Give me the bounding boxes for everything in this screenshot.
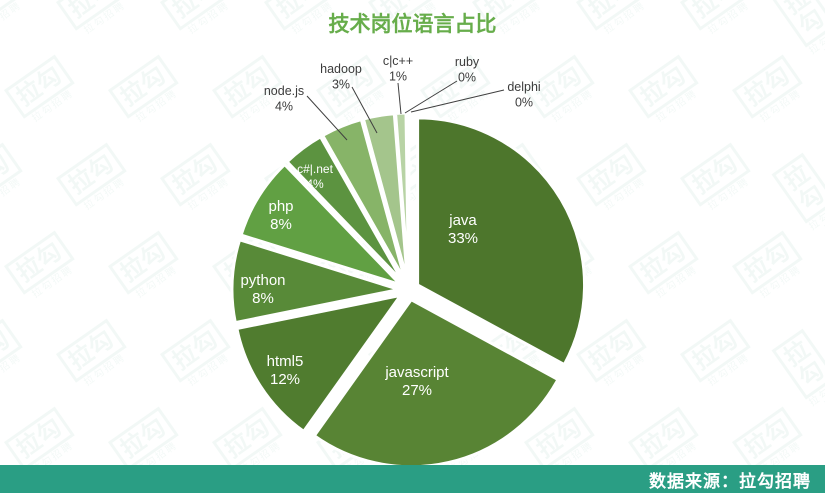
pie-label-java-percent: 33% bbox=[448, 230, 478, 247]
pie-slice-php bbox=[239, 163, 402, 287]
pie-label-java-name: java bbox=[448, 212, 477, 229]
pie-label-delphi-name: delphi bbox=[507, 80, 540, 94]
pie-label-php-percent: 8% bbox=[270, 216, 292, 233]
pie-label-python-percent: 8% bbox=[252, 290, 274, 307]
pie-label-hadoop-percent: 3% bbox=[332, 78, 350, 92]
leader-line-hadoop bbox=[351, 86, 378, 134]
pie-label-ruby-name: ruby bbox=[455, 55, 480, 69]
pie-slice-delphi bbox=[406, 111, 411, 282]
source-bar: 数据来源：拉勾招聘 bbox=[0, 465, 825, 493]
pie-label-html5-name: html5 bbox=[267, 353, 304, 370]
chart-title: 技术岗位语言占比 bbox=[328, 13, 497, 36]
pie-label-delphi-percent: 0% bbox=[515, 96, 533, 110]
pie-label-c#|.net-name: c#|.net bbox=[297, 162, 333, 176]
pie-slice-python bbox=[230, 238, 401, 325]
pie-slice-java bbox=[416, 116, 587, 367]
pie-slice-c#|.net bbox=[285, 135, 405, 284]
pie-label-hadoop-name: hadoop bbox=[320, 62, 362, 76]
pie-slice-javascript bbox=[312, 298, 560, 469]
pie-label-javascript-name: javascript bbox=[384, 364, 449, 381]
leader-line-delphi bbox=[410, 89, 505, 113]
leader-line-c|c++ bbox=[397, 82, 402, 115]
pie-slice-node.js bbox=[321, 118, 407, 283]
pie-label-ruby-percent: 0% bbox=[458, 71, 476, 85]
leader-line-node.js bbox=[306, 95, 348, 141]
leader-line-ruby bbox=[404, 80, 458, 114]
pie-label-c|c++-percent: 1% bbox=[389, 70, 407, 84]
pie-label-javascript-percent: 27% bbox=[402, 382, 432, 399]
pie-label-php-name: php bbox=[268, 198, 293, 215]
pie-slice-html5 bbox=[235, 293, 403, 433]
pie-label-c|c++-name: c|c++ bbox=[383, 54, 413, 68]
pie-label-c#|.net-percent: 4% bbox=[306, 177, 324, 191]
source-text: 数据来源：拉勾招聘 bbox=[649, 471, 811, 491]
pie-label-python-name: python bbox=[240, 272, 285, 289]
pie-label-html5-percent: 12% bbox=[270, 371, 300, 388]
pie-label-node.js-percent: 4% bbox=[275, 100, 293, 114]
pie-label-node.js-name: node.js bbox=[264, 84, 304, 98]
